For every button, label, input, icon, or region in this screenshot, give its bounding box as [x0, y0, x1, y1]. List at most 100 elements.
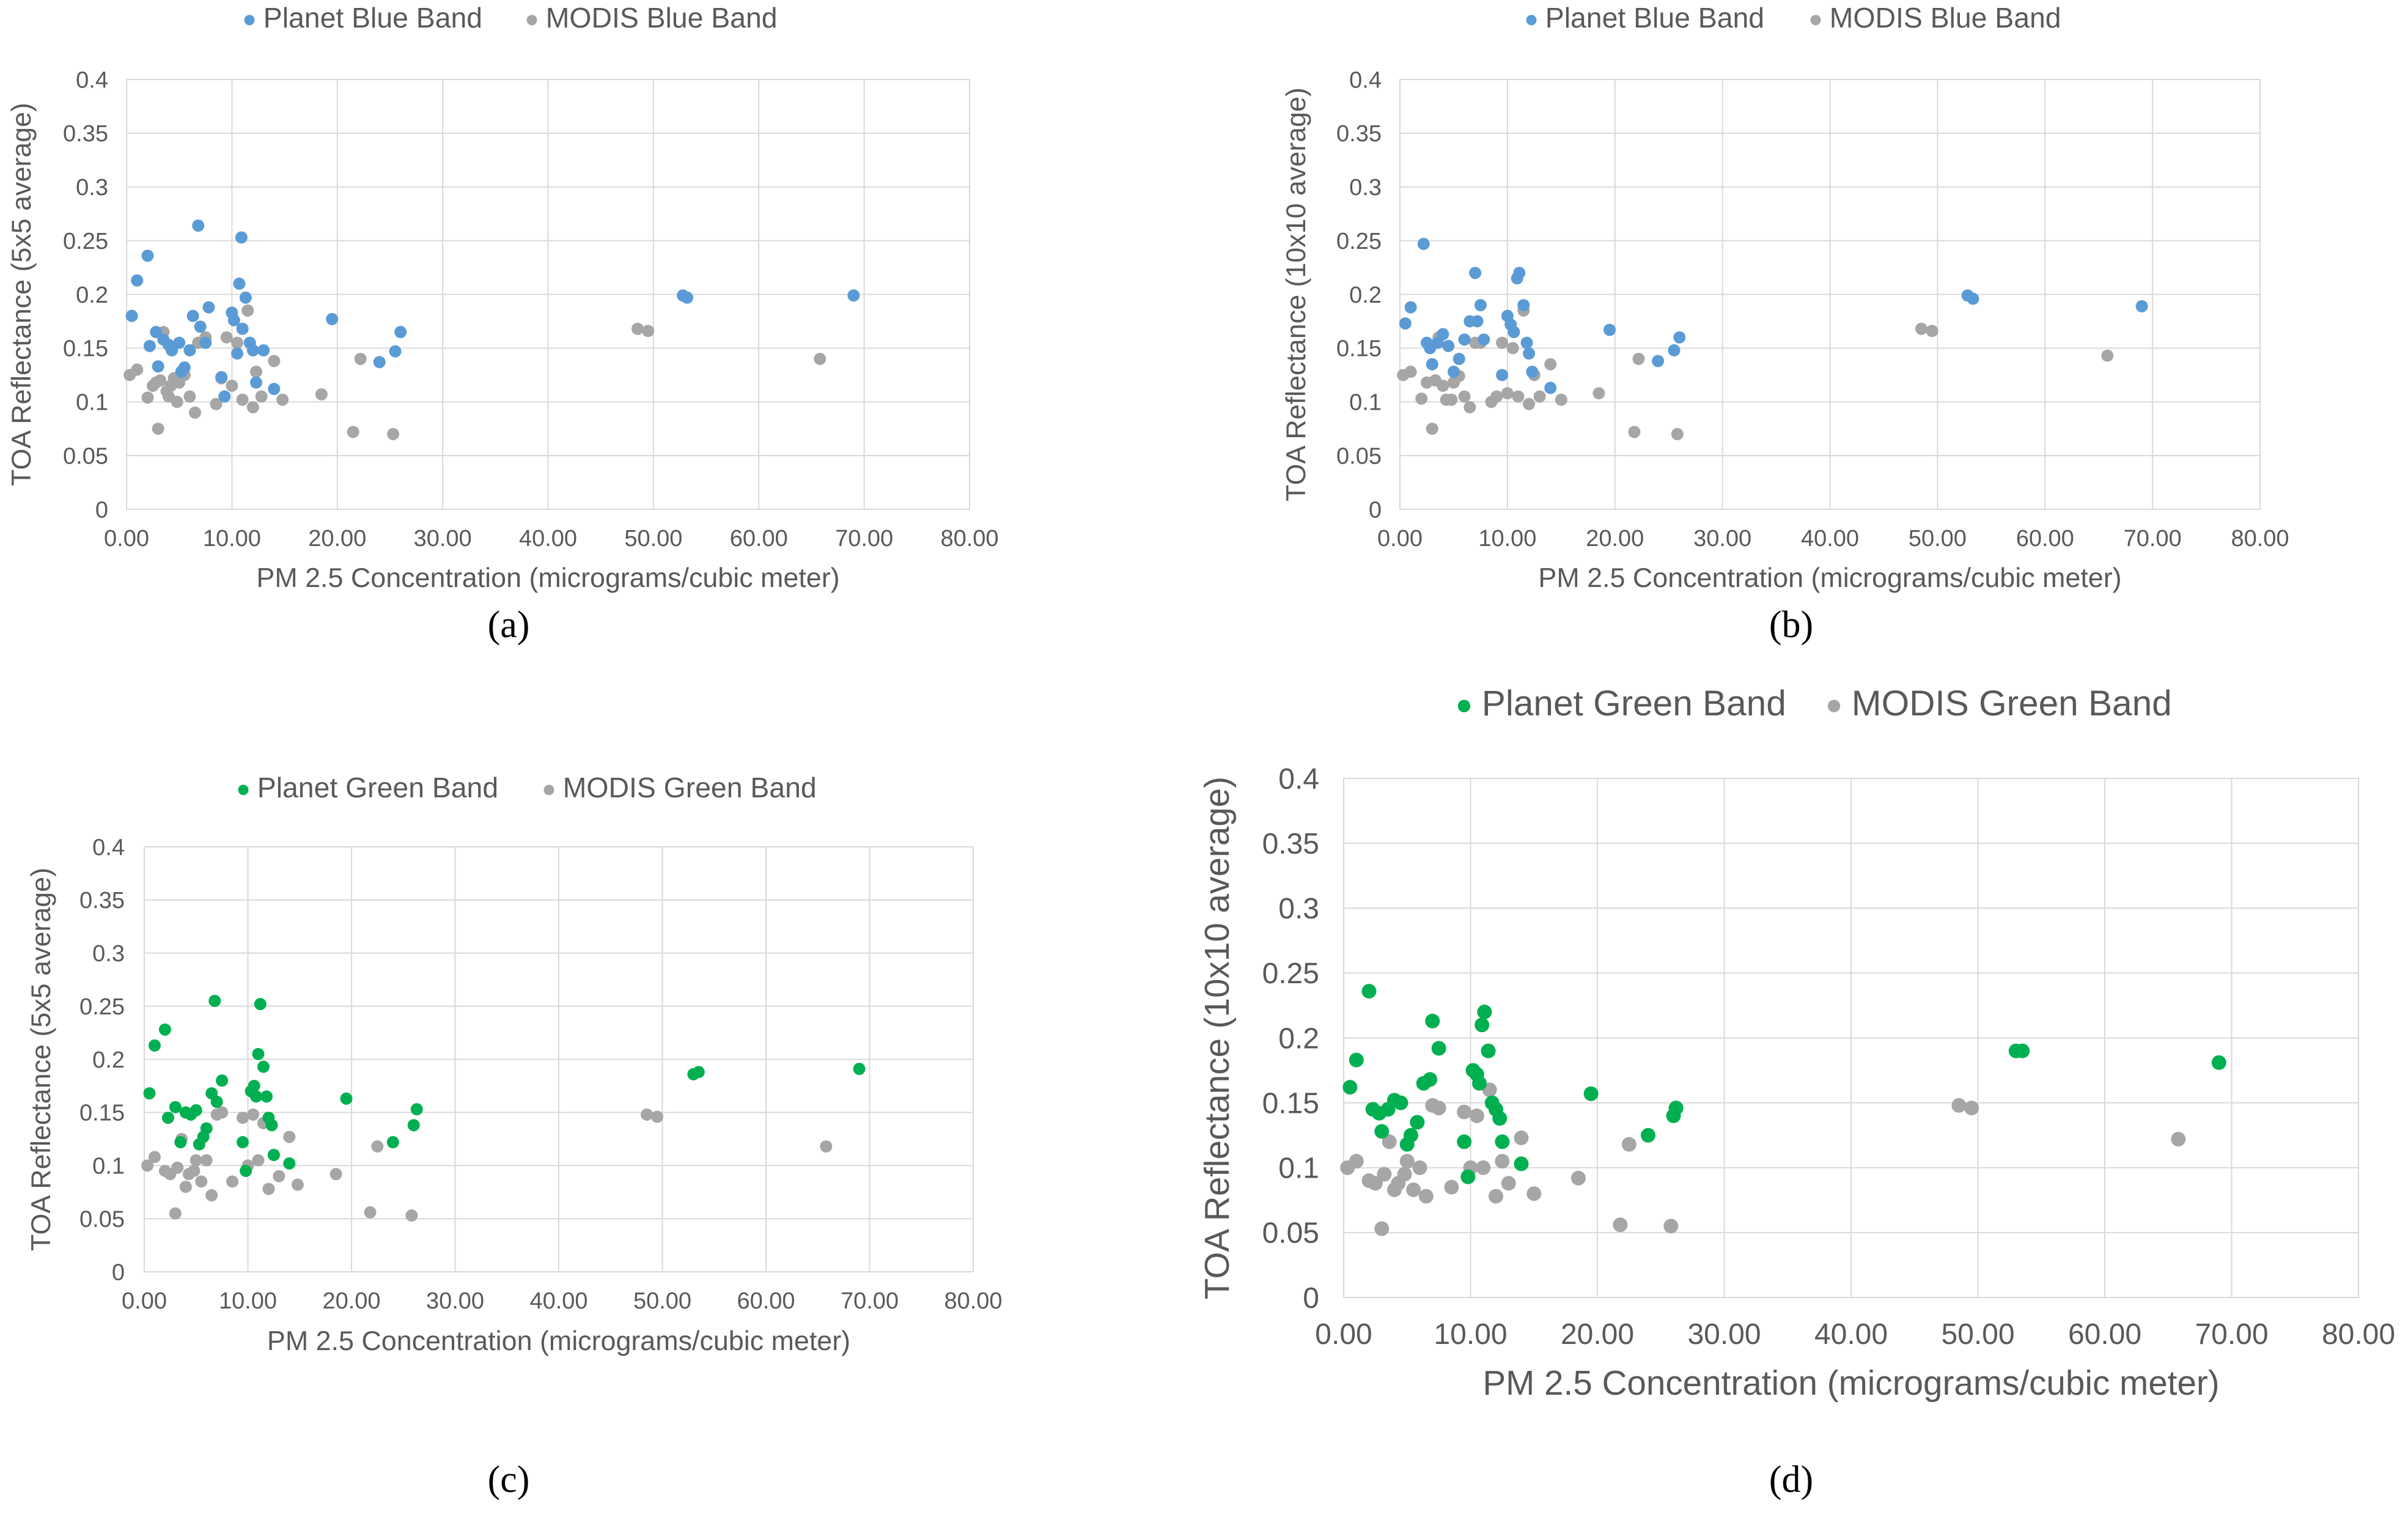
- data-point: [220, 331, 233, 344]
- legend-marker: [543, 784, 554, 795]
- x-tick-label: 10.00: [219, 1288, 277, 1314]
- data-point: [141, 1159, 154, 1172]
- x-tick-label: 10.00: [1434, 1318, 1507, 1351]
- data-point: [1458, 333, 1471, 346]
- data-point: [215, 371, 228, 383]
- data-point: [1967, 292, 1979, 305]
- data-point: [1412, 1160, 1427, 1175]
- data-point: [141, 391, 154, 404]
- y-tick-label: 0.25: [1262, 958, 1319, 990]
- y-tick-label: 0.35: [63, 121, 108, 147]
- data-point: [265, 1119, 278, 1132]
- data-point: [276, 393, 289, 406]
- y-tick-label: 0: [1303, 1282, 1319, 1315]
- x-tick-label: 80.00: [2322, 1318, 2395, 1351]
- data-point: [1673, 331, 1686, 344]
- chart-d: 0 0.05 0.1 0.15 0.2 0.25 0.3 0.35 0.4 0.00 10.00 20…: [1198, 684, 2395, 1500]
- data-point: [216, 1106, 229, 1119]
- panel-caption: (c): [488, 1459, 530, 1500]
- data-point: [1628, 426, 1641, 438]
- data-point: [233, 277, 246, 290]
- data-point: [1475, 1017, 1490, 1033]
- data-point: [1668, 344, 1681, 356]
- data-point: [1514, 1130, 1529, 1145]
- data-point: [152, 423, 164, 435]
- data-point: [1495, 1134, 1510, 1150]
- y-axis-label: TOA Reflectance (10x10 average): [1198, 777, 1237, 1299]
- y-tick-label: 0: [95, 497, 108, 523]
- data-point: [1964, 1101, 1979, 1116]
- data-point: [340, 1092, 353, 1105]
- data-point: [183, 390, 196, 403]
- data-point: [1652, 355, 1665, 367]
- data-point: [642, 325, 655, 338]
- x-tick-label: 30.00: [1687, 1318, 1761, 1351]
- data-point: [1533, 390, 1546, 403]
- y-tick-label: 0.2: [1278, 1022, 1319, 1055]
- y-tick-label: 0.2: [1349, 282, 1382, 308]
- data-point: [1472, 1076, 1487, 1091]
- x-tick-label: 20.00: [1561, 1318, 1634, 1351]
- data-point: [1368, 1176, 1383, 1191]
- data-point: [1382, 1134, 1397, 1150]
- data-point: [1431, 1041, 1446, 1056]
- data-point: [1342, 1080, 1358, 1095]
- x-tick-label: 0.00: [122, 1288, 167, 1314]
- data-point: [1513, 267, 1526, 279]
- data-point: [208, 994, 221, 1007]
- data-point: [1442, 339, 1455, 352]
- y-tick-label: 0.05: [79, 1206, 125, 1232]
- data-point: [1471, 315, 1484, 328]
- data-point: [651, 1110, 664, 1123]
- data-point: [262, 1183, 275, 1195]
- data-point: [131, 363, 144, 376]
- data-point: [1469, 1108, 1484, 1123]
- x-tick-label: 80.00: [944, 1288, 1002, 1314]
- data-point: [1374, 1124, 1390, 1139]
- y-tick-label: 0.25: [79, 994, 125, 1020]
- y-tick-label: 0.15: [1336, 336, 1382, 362]
- x-tick-label: 50.00: [1909, 526, 1967, 552]
- data-point: [226, 1175, 239, 1188]
- legend-marker: [1457, 699, 1471, 712]
- data-point: [1410, 1115, 1425, 1130]
- data-point: [1457, 1134, 1472, 1150]
- y-tick-label: 0.25: [1336, 229, 1382, 254]
- data-point: [260, 1090, 273, 1103]
- data-point: [255, 390, 268, 403]
- data-point: [1425, 1013, 1440, 1028]
- y-tick-label: 0.3: [76, 175, 108, 201]
- data-point: [1417, 237, 1430, 250]
- data-point: [681, 291, 694, 304]
- data-point: [246, 401, 259, 414]
- data-point: [1496, 336, 1509, 349]
- data-point: [364, 1206, 377, 1219]
- x-axis-label: PM 2.5 Concentration (micrograms/cubic m…: [256, 562, 839, 593]
- data-point: [236, 393, 249, 406]
- chart-b: 0 0.05 0.1 0.15 0.2 0.25 0.3 0.35 0.4 0.00 10.00 20…: [1280, 2, 2289, 646]
- data-point: [1444, 1179, 1459, 1195]
- data-point: [1555, 393, 1567, 406]
- y-tick-label: 0.4: [76, 67, 108, 93]
- data-point: [1603, 323, 1616, 336]
- x-tick-label: 40.00: [519, 526, 577, 552]
- data-point: [1476, 1160, 1491, 1175]
- data-point: [1915, 322, 1928, 335]
- data-point: [1501, 1176, 1516, 1191]
- data-point: [125, 309, 138, 322]
- data-point: [1374, 1221, 1390, 1236]
- data-point: [257, 344, 270, 356]
- data-point: [190, 1154, 202, 1167]
- y-tick-label: 0.1: [92, 1154, 125, 1179]
- data-point: [326, 312, 339, 325]
- data-point: [199, 336, 212, 349]
- y-tick-label: 0.1: [1349, 390, 1382, 416]
- data-point: [1399, 1154, 1415, 1169]
- data-point: [1404, 301, 1417, 314]
- data-point: [1469, 267, 1482, 279]
- data-point: [1437, 379, 1449, 392]
- data-point: [283, 1131, 296, 1143]
- data-point: [820, 1140, 833, 1153]
- legend-marker: [244, 15, 255, 26]
- x-tick-label: 60.00: [2016, 526, 2074, 552]
